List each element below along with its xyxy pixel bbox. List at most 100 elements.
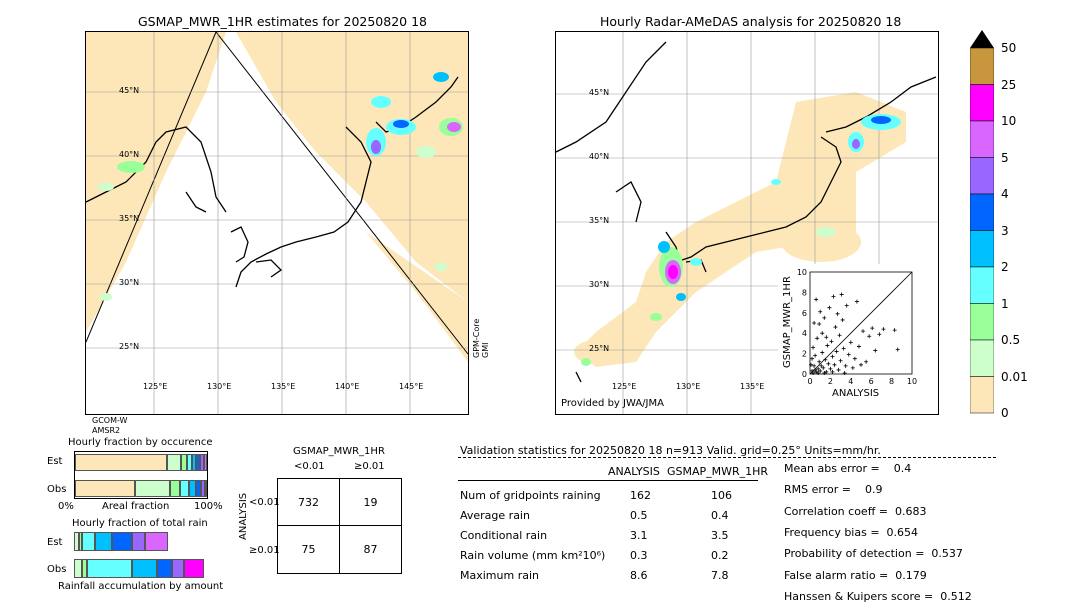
validation-row-analysis: 3.1 bbox=[630, 529, 648, 542]
cont-row-title: ANALYSIS bbox=[238, 492, 249, 540]
validation-score: Frequency bias = 0.654 bbox=[784, 525, 919, 539]
fraction-segment bbox=[82, 559, 88, 578]
scatter-point bbox=[848, 340, 853, 345]
colorbar-label: 50 bbox=[1001, 41, 1017, 55]
colorbar-label: 0 bbox=[1001, 406, 1009, 420]
colorbar-label: 2 bbox=[1001, 260, 1009, 274]
left-lat-25: 25°N bbox=[119, 342, 140, 351]
fraction-segment bbox=[205, 480, 207, 497]
scatter-point bbox=[818, 368, 823, 373]
fraction-segment bbox=[187, 454, 193, 471]
occ-x-right: 100% bbox=[194, 501, 223, 512]
right-lat-25: 25°N bbox=[589, 344, 610, 353]
fraction-segment bbox=[195, 480, 202, 497]
cont-cell-00: 732 bbox=[277, 478, 340, 526]
left-lat-30: 30°N bbox=[119, 278, 140, 287]
left-lat-40: 40°N bbox=[119, 150, 140, 159]
colorbar-segment bbox=[969, 47, 995, 85]
cont-col-title: GSMAP_MWR_1HR bbox=[293, 446, 385, 457]
scatter-ytick: 10 bbox=[797, 268, 807, 277]
swath-edge-east bbox=[215, 32, 468, 355]
validation-header: Validation statistics for 20250820 18 n=… bbox=[460, 444, 881, 457]
swath-edge-west bbox=[86, 32, 217, 343]
scatter-xtick: 10 bbox=[907, 377, 917, 386]
scatter-point bbox=[830, 354, 835, 359]
radar-credit: Provided by JWA/JMA bbox=[561, 398, 664, 409]
fraction-segment bbox=[201, 480, 205, 497]
validation-row-gsmap: 106 bbox=[711, 489, 732, 502]
colorbar-label: 3 bbox=[1001, 223, 1009, 238]
fraction-segment bbox=[131, 532, 145, 551]
right-map[interactable]: 45°N 40°N 35°N 30°N 25°N 125°E 130°E 135… bbox=[555, 31, 939, 415]
tot-xlabel: Rainfall accumulation by amount bbox=[58, 581, 224, 592]
scatter-point bbox=[816, 370, 821, 375]
scatter-point bbox=[811, 370, 816, 375]
fraction-segment bbox=[204, 454, 207, 471]
fraction-segment bbox=[131, 559, 158, 578]
left-rain bbox=[98, 72, 463, 301]
scatter-point bbox=[877, 332, 882, 337]
fraction-segment bbox=[111, 532, 132, 551]
colorbar-label: 5 bbox=[1001, 150, 1009, 165]
scatter-point bbox=[832, 362, 837, 367]
left-lon-135: 135°E bbox=[271, 382, 296, 391]
cont-cell-10: 75 bbox=[277, 525, 340, 574]
scatter-point bbox=[817, 359, 822, 364]
left-sat-bottom-1: GCOM-W bbox=[92, 416, 128, 425]
right-lat-35: 35°N bbox=[589, 216, 610, 225]
validation-row-label: Maximum rain bbox=[460, 569, 539, 582]
colorbar-segment bbox=[969, 120, 995, 158]
colorbar-label: 4 bbox=[1001, 187, 1009, 201]
fraction-segment bbox=[74, 559, 83, 578]
scatter-point bbox=[843, 363, 848, 368]
left-lon-145: 145°E bbox=[399, 382, 424, 391]
colorbar-segment bbox=[969, 339, 995, 377]
scatter-ytick: 0 bbox=[802, 370, 807, 379]
fraction-segment bbox=[167, 454, 181, 471]
validation-score: Mean abs error = 0.4 bbox=[784, 462, 912, 475]
scatter-point bbox=[842, 370, 847, 375]
scatter-point bbox=[826, 361, 831, 366]
left-grid bbox=[86, 32, 468, 414]
occ-obs-bar bbox=[75, 480, 207, 497]
scatter-point bbox=[821, 365, 826, 370]
fraction-segment bbox=[135, 480, 170, 497]
left-lon-130: 130°E bbox=[207, 382, 232, 391]
tot-chart bbox=[74, 532, 208, 580]
scatter-point bbox=[881, 327, 886, 332]
scatter-point bbox=[823, 357, 828, 362]
scatter-point bbox=[844, 303, 849, 308]
left-lat-35: 35°N bbox=[119, 214, 140, 223]
colorbar-label: 0.5 bbox=[1001, 333, 1021, 347]
right-lat-45: 45°N bbox=[589, 88, 610, 97]
left-map[interactable]: 45°N 40°N 35°N 30°N 25°N 125°E 130°E 135… bbox=[85, 31, 469, 415]
validation-row-label: Average rain bbox=[460, 509, 530, 522]
scatter-point bbox=[816, 366, 821, 371]
validation-row-analysis: 0.3 bbox=[630, 549, 648, 562]
scatter-plot: 0 2 4 6 8 10 0 2 4 6 8 10 bbox=[797, 268, 917, 386]
scatter-point bbox=[830, 369, 835, 374]
colorbar-label: 0.01 bbox=[1001, 369, 1028, 384]
scatter-point bbox=[810, 368, 815, 373]
scatter-ytick: 2 bbox=[802, 350, 807, 359]
scatter-point bbox=[828, 366, 833, 371]
swath-right-lower bbox=[366, 232, 468, 362]
scatter-ytick: 6 bbox=[802, 309, 807, 318]
scatter-point bbox=[870, 326, 875, 331]
colorbar-segment bbox=[969, 157, 995, 195]
fraction-segment bbox=[74, 532, 80, 551]
scatter-ytick: 8 bbox=[802, 288, 807, 297]
scatter-point bbox=[810, 356, 815, 361]
scatter-point bbox=[811, 345, 816, 350]
fraction-segment bbox=[192, 454, 197, 471]
colorbar-label: 1 bbox=[1001, 296, 1009, 311]
scatter-xtick: 0 bbox=[807, 377, 812, 386]
left-coastline bbox=[86, 76, 459, 288]
colorbar-extend-triangle bbox=[970, 30, 994, 48]
scatter-point bbox=[827, 305, 832, 310]
left-lat-45: 45°N bbox=[119, 86, 140, 95]
scatter-point bbox=[813, 353, 818, 358]
left-sat-bottom-2: AMSR2 bbox=[92, 426, 121, 435]
colorbar-segment bbox=[969, 230, 995, 268]
scatter-xtick: 8 bbox=[889, 377, 894, 386]
